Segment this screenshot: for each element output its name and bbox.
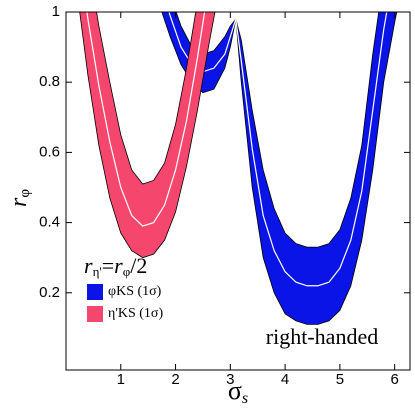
legend-swatch [87, 306, 103, 322]
legend: φKS (1σ) η'KS (1σ) [87, 284, 163, 322]
y-tick-label: 0.8 [39, 73, 60, 90]
x-label: σs [228, 376, 248, 407]
central-curve [235, 12, 388, 287]
y-tick-label: 0.6 [39, 143, 60, 160]
annotation-ratio: rη'=rφ/2 [84, 253, 147, 279]
y-tick-label: 0.2 [39, 284, 60, 301]
legend-label: φKS (1σ) [108, 284, 162, 299]
band [79, 12, 216, 259]
x-tick-label: 2 [171, 371, 179, 388]
central-curve [86, 12, 206, 227]
annotation-handedness: right-handed [266, 324, 378, 349]
x-tick-label: 1 [117, 371, 125, 388]
x-tick-label: 5 [336, 371, 344, 388]
y-tick-label: 1 [52, 3, 60, 20]
y-label: rφ [6, 189, 34, 207]
y-tick-label: 0.4 [39, 214, 60, 231]
x-tick-label: 3 [226, 371, 234, 388]
frame [65, 11, 411, 371]
legend-label: η'KS (1σ) [108, 306, 163, 321]
x-tick-label: 4 [281, 371, 289, 388]
plot-area [79, 12, 398, 325]
axes: 1 2 3 4 5 6 0.2 0.4 0.6 0.8 1 [39, 3, 410, 388]
band [235, 12, 398, 325]
legend-swatch [87, 284, 103, 300]
x-tick-label: 6 [390, 371, 398, 388]
